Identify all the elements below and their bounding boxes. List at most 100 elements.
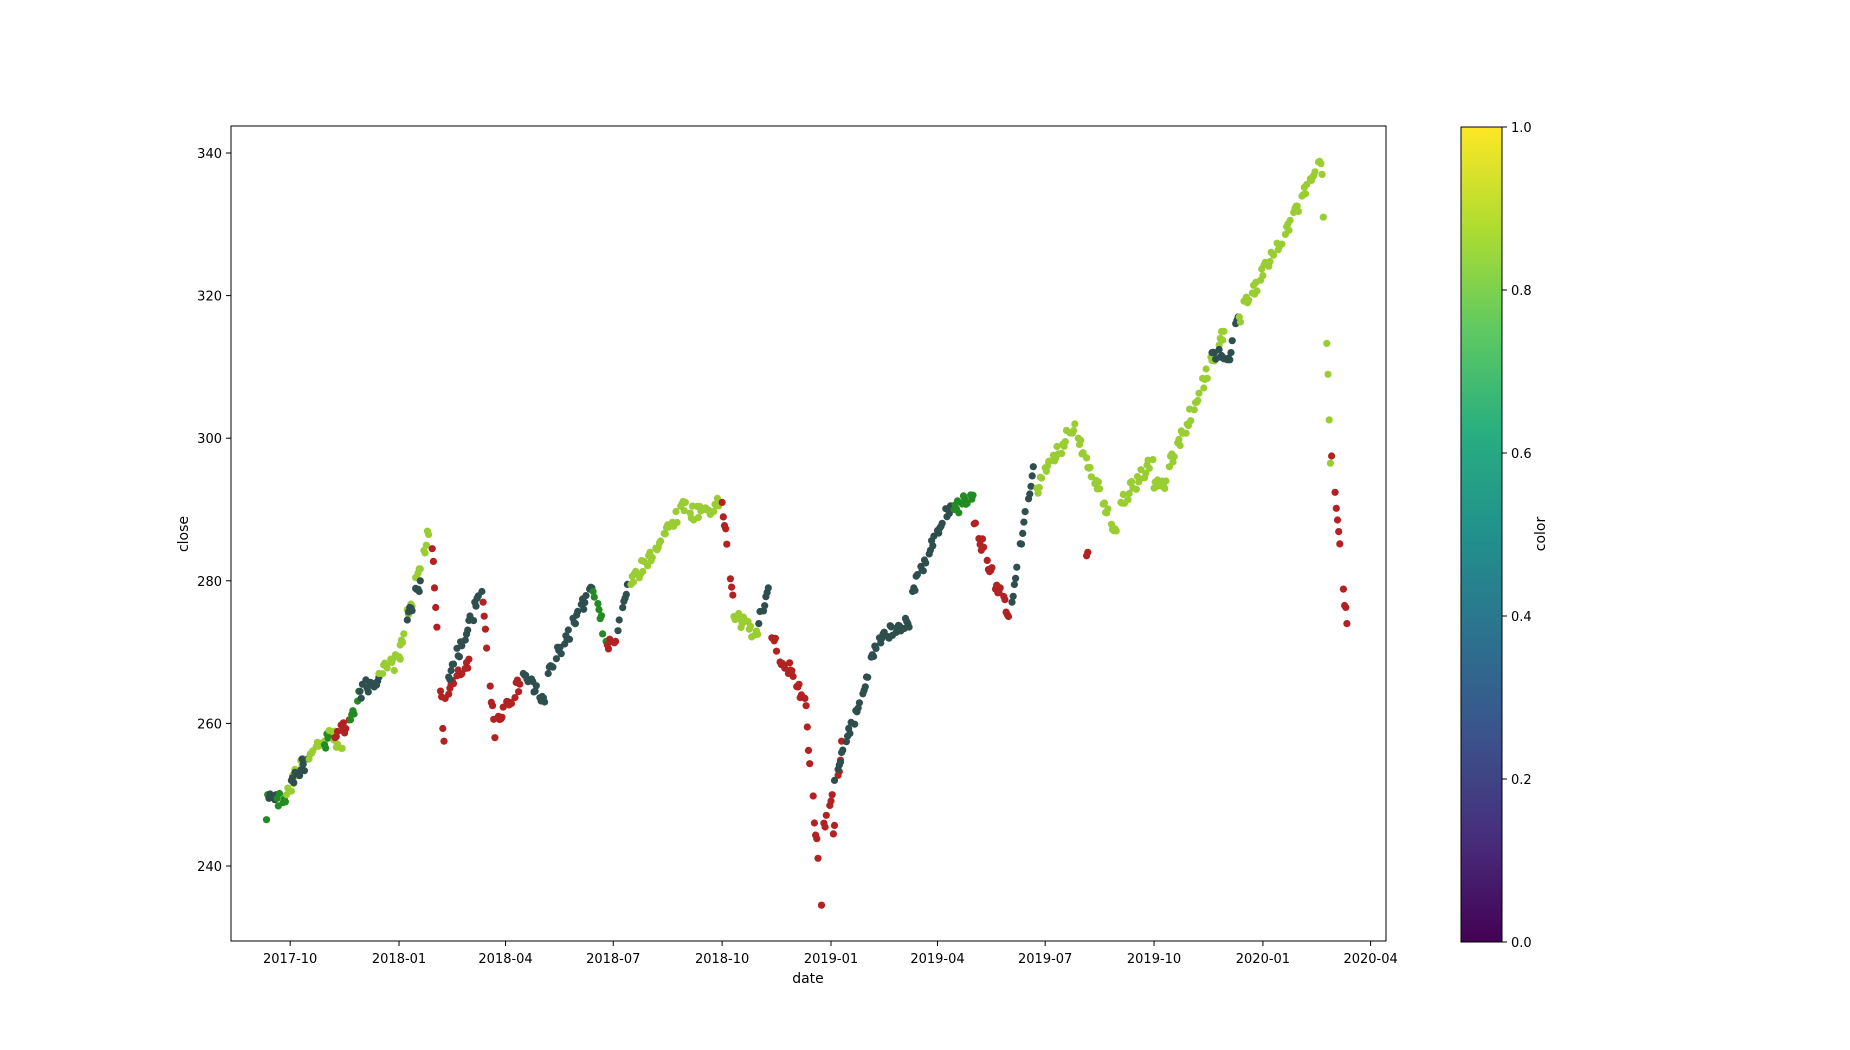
y-axis-label: close bbox=[176, 516, 192, 552]
scatter-point bbox=[1112, 527, 1120, 535]
scatter-point bbox=[963, 499, 971, 507]
scatter-point bbox=[1301, 190, 1310, 198]
scatter-point bbox=[795, 680, 803, 688]
scatter-point bbox=[806, 760, 814, 768]
scatter-point bbox=[1259, 272, 1267, 280]
scatter-point bbox=[574, 607, 582, 616]
scatter-point bbox=[1001, 596, 1009, 604]
scatter-point bbox=[357, 694, 365, 702]
x-tick-label: 2020-01 bbox=[1236, 952, 1290, 967]
scatter-point bbox=[872, 644, 880, 653]
scatter-point bbox=[1227, 349, 1235, 357]
x-axis-label: date bbox=[792, 971, 824, 987]
scatter-point bbox=[421, 549, 429, 557]
scatter-point bbox=[531, 687, 539, 695]
scatter-point bbox=[723, 540, 731, 548]
scatter-point bbox=[1328, 452, 1336, 460]
scatter-point bbox=[772, 647, 781, 655]
scatter-point bbox=[1145, 464, 1153, 472]
scatter-point bbox=[851, 720, 859, 728]
scatter-point bbox=[821, 823, 829, 831]
scatter-point bbox=[718, 498, 726, 506]
scatter-point bbox=[639, 567, 647, 576]
y-tick-label: 320 bbox=[197, 290, 222, 305]
colorbar-tick-label: 1.0 bbox=[1511, 121, 1532, 136]
scatter-point bbox=[439, 724, 447, 733]
scatter-point bbox=[980, 543, 988, 551]
scatter-point bbox=[1203, 374, 1211, 382]
scatter-point bbox=[978, 535, 987, 543]
scatter-point bbox=[582, 592, 590, 600]
scatter-point bbox=[1170, 453, 1178, 461]
scatter-point bbox=[544, 669, 552, 678]
scatter-point bbox=[479, 598, 487, 606]
scatter-point bbox=[338, 744, 346, 753]
scatter-point bbox=[1125, 489, 1133, 498]
scatter-point bbox=[855, 699, 864, 707]
scatter-point bbox=[581, 599, 589, 607]
scatter-point bbox=[299, 760, 307, 768]
x-tick-label: 2018-01 bbox=[372, 952, 426, 967]
scatter-point bbox=[498, 713, 506, 721]
scatter-point bbox=[604, 645, 613, 653]
colorbar-tick-label: 0.8 bbox=[1511, 284, 1532, 299]
scatter-point bbox=[1342, 603, 1350, 612]
scatter-point bbox=[356, 687, 364, 695]
scatter-point bbox=[430, 584, 439, 592]
scatter-point bbox=[1228, 337, 1236, 345]
scatter-point bbox=[829, 830, 838, 838]
scatter-point bbox=[1270, 251, 1278, 259]
scatter-point bbox=[589, 587, 597, 596]
scatter-point bbox=[1094, 478, 1102, 486]
scatter-point bbox=[1079, 449, 1087, 457]
scatter-point bbox=[1071, 420, 1079, 428]
scatter-point bbox=[1019, 529, 1027, 538]
scatter-point bbox=[661, 530, 669, 538]
scatter-point bbox=[614, 627, 622, 635]
scatter-point bbox=[1325, 416, 1333, 424]
scatter-point bbox=[922, 559, 930, 567]
scatter-point bbox=[445, 690, 453, 698]
scatter-point bbox=[830, 821, 839, 830]
scatter-point bbox=[440, 737, 448, 745]
scatter-point bbox=[432, 603, 440, 612]
scatter-point bbox=[275, 789, 284, 798]
scatter-point bbox=[532, 682, 540, 690]
scatter-point bbox=[681, 498, 690, 506]
scatter-point bbox=[622, 590, 630, 599]
scatter-point bbox=[516, 680, 524, 688]
scatter-point bbox=[657, 537, 665, 545]
scatter-point bbox=[1149, 456, 1157, 464]
x-tick-label: 2019-01 bbox=[804, 952, 858, 967]
scatter-point bbox=[1311, 168, 1319, 176]
points-layer bbox=[262, 157, 1351, 909]
scatter-point bbox=[1303, 180, 1311, 189]
scatter-point bbox=[887, 623, 895, 631]
scatter-point bbox=[541, 698, 549, 706]
scatter-point bbox=[728, 583, 736, 591]
scatter-point bbox=[1142, 469, 1150, 477]
scatter-point bbox=[1026, 490, 1034, 498]
scatter-point bbox=[612, 637, 620, 646]
scatter-point bbox=[425, 530, 433, 539]
scatter-point bbox=[1335, 528, 1343, 536]
x-tick-label: 2019-04 bbox=[910, 952, 964, 967]
scatter-point bbox=[754, 630, 762, 638]
scatter-point bbox=[433, 623, 441, 631]
scatter-point bbox=[1132, 485, 1140, 493]
scatter-point bbox=[839, 746, 847, 754]
scatter-point bbox=[300, 767, 308, 775]
scatter-point bbox=[458, 670, 466, 678]
scatter-point bbox=[755, 620, 763, 628]
scatter-point bbox=[764, 584, 772, 592]
scatter-point bbox=[1038, 474, 1046, 482]
y-tick-label: 300 bbox=[197, 432, 222, 447]
scatter-point bbox=[1175, 435, 1183, 443]
scatter-point bbox=[988, 564, 996, 572]
scatter-point bbox=[913, 571, 922, 579]
scatter-point bbox=[595, 606, 603, 614]
scatter-point bbox=[571, 620, 580, 628]
scatter-point bbox=[428, 545, 436, 553]
colorbar-ticks: 0.0 0.2 0.4 0.6 0.8 1.0 bbox=[1502, 121, 1532, 951]
scatter-point bbox=[771, 634, 780, 642]
